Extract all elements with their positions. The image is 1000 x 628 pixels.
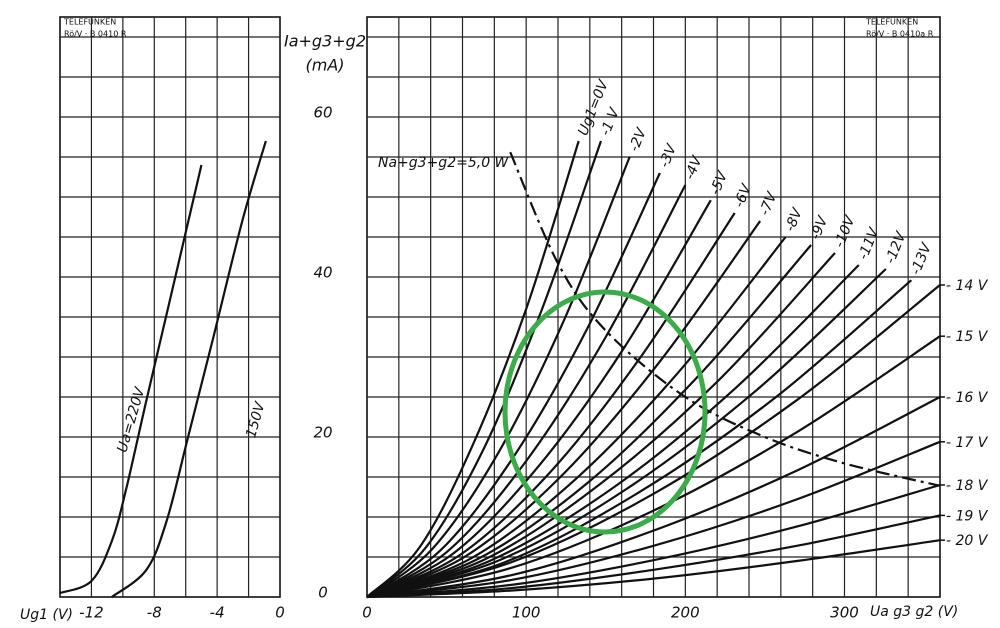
header-text: Rö/V · B 0410a R	[866, 30, 934, 39]
x-tick-label: 0	[362, 604, 372, 622]
curve-label: -9V	[808, 213, 832, 242]
curve	[366, 264, 860, 599]
x-axis-label: Ua g3 g2 (V)	[870, 604, 958, 620]
power-limit-curve	[509, 151, 941, 487]
y-axis-label: Ia+g3+g2	[284, 32, 366, 51]
curve	[366, 268, 887, 599]
curve	[366, 199, 712, 598]
y-tick-label: 20	[313, 424, 332, 442]
curve-label: - 14 V	[946, 278, 989, 294]
power-curve-label: Na+g3+g2=5,0 W	[378, 155, 510, 171]
highlight-ellipse	[502, 289, 708, 535]
curve-label: 150V	[243, 399, 269, 440]
curve-label: - 20 V	[946, 533, 989, 549]
y-axis-label: (mA)	[305, 56, 344, 75]
x-tick-label: -8	[147, 604, 162, 622]
header-text: TELEFUNKEN	[865, 18, 918, 27]
curve-label: - 15 V	[946, 329, 989, 345]
header-text: TELEFUNKEN	[63, 18, 116, 27]
x-axis-label: Ug1 (V)	[20, 607, 73, 623]
curve	[366, 184, 687, 598]
curve	[366, 483, 941, 599]
curve-label: -5V	[707, 168, 731, 197]
curve	[366, 396, 941, 599]
curve-label: - 18 V	[946, 478, 989, 494]
x-tick-label: -12	[79, 604, 104, 622]
curve-label: -10V	[832, 213, 860, 250]
x-tick-label: 300	[830, 604, 859, 622]
curve	[366, 440, 941, 599]
curve	[366, 212, 736, 599]
curve	[366, 140, 580, 598]
curve	[366, 236, 787, 599]
curve-label: - 19 V	[946, 508, 989, 524]
curve	[366, 156, 631, 598]
x-tick-label: 200	[671, 604, 700, 622]
x-tick-label: 0	[275, 604, 285, 622]
curve-label: -3V	[656, 141, 680, 170]
curve	[366, 252, 836, 599]
curve	[59, 164, 203, 595]
y-tick-label: 60	[313, 104, 332, 122]
curve	[366, 140, 603, 598]
y-tick-label: 40	[313, 264, 332, 282]
curve	[366, 172, 661, 598]
curve	[366, 514, 941, 599]
curve	[366, 244, 812, 599]
x-tick-label: -4	[210, 604, 225, 622]
curve	[111, 140, 267, 598]
curve-label: -11V	[855, 225, 883, 262]
curve	[366, 539, 941, 599]
curve-label: -2V	[626, 125, 650, 154]
y-tick-label: 0	[318, 584, 328, 602]
curve	[366, 220, 762, 599]
curve-label: -7V	[757, 189, 781, 218]
header-text: Rö/V · B 0410 R	[64, 30, 127, 39]
curve	[366, 284, 941, 599]
curve	[366, 335, 941, 599]
curve-label: -8V	[782, 205, 806, 234]
curve-label: - 16 V	[946, 390, 989, 406]
curve-label: Ua=220V	[115, 384, 149, 454]
curve-label: - 17 V	[946, 435, 989, 451]
x-tick-label: 100	[512, 604, 541, 622]
curve-label: -12V	[882, 229, 910, 266]
curve-label: -6V	[731, 181, 755, 210]
curve-label: -13V	[908, 240, 936, 277]
